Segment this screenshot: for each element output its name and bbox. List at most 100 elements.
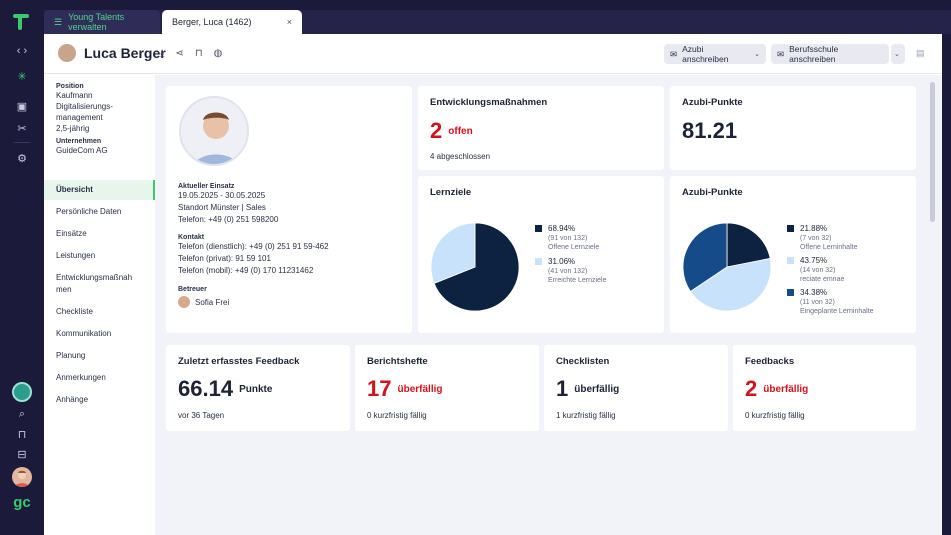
write-school-button[interactable]: ✉ Berufsschule anschreiben	[771, 44, 889, 64]
tab-profile[interactable]: Berger, Luca (1462) ×	[162, 10, 302, 34]
legend-pct: 43.75%	[800, 256, 828, 265]
assistant-avatar[interactable]	[12, 382, 32, 402]
azubi-punkte-value: 81.21	[682, 118, 738, 143]
nav-persoenliche-daten[interactable]: Persönliche Daten	[56, 207, 122, 216]
card-feedbacks[interactable]: Feedbacks 2 überfällig 0 kurzfristig fäl…	[733, 345, 916, 431]
write-azubi-button[interactable]: ✉ Azubi anschreiben ⌄	[664, 44, 766, 64]
massnahmen-status: offen	[448, 125, 473, 137]
close-icon[interactable]: ×	[286, 17, 292, 27]
berichtshefte-status: überfällig	[397, 383, 443, 395]
card-azubi-punkte-chart[interactable]: Azubi-Punkte 21.88% (7 von 32) Offene Le…	[670, 176, 916, 333]
back-forward-icon[interactable]: ‹ ›	[16, 45, 28, 57]
tab-label: Berger, Luca (1462)	[172, 17, 252, 27]
card-title: Azubi-Punkte	[682, 187, 743, 198]
profile-avatar	[58, 44, 76, 62]
nav-anmerkungen[interactable]: Anmerkungen	[56, 373, 106, 382]
overview-content: Aktueller Einsatz 19.05.2025 - 30.05.202…	[155, 75, 942, 535]
legend-swatch	[787, 257, 794, 265]
nav-leistungen[interactable]: Leistungen	[56, 251, 96, 260]
tab-young-talents[interactable]: ☰ Young Talents verwalten	[44, 10, 160, 34]
search-icon[interactable]: ⌕	[18, 407, 26, 420]
sparkle-icon[interactable]: ✳	[17, 70, 27, 83]
card-entwicklungsmassnahmen[interactable]: Entwicklungsmaßnahmen 2 offen 4 abgeschl…	[418, 86, 664, 170]
legend-count: (7 von 32)	[800, 235, 832, 242]
card-title: Entwicklungsmaßnahmen	[430, 97, 548, 108]
header-actions: ⤓ ⋖ ⊓ ◍	[160, 48, 222, 59]
legend-item: 34.38% (11 von 32) Eingeplante Lerninhal…	[787, 288, 874, 316]
legend-pct: 21.88%	[800, 224, 828, 233]
pie-slice	[689, 257, 772, 312]
card-azubi-punkte[interactable]: Azubi-Punkte 81.21	[670, 86, 916, 170]
feedbacks-status: überfällig	[763, 383, 809, 395]
nav-anhaenge[interactable]: Anhänge	[56, 395, 89, 404]
user-avatar[interactable]	[12, 467, 32, 487]
company-label: Unternehmen	[56, 138, 102, 145]
card-feedback[interactable]: Zuletzt erfasstes Feedback 66.14 Punkte …	[166, 345, 350, 431]
feedbacks-count: 2	[745, 376, 758, 401]
legend-item: 31.06% (41 von 132) Erreichte Lernziele	[535, 257, 606, 285]
berichtshefte-sub: 0 kurzfristig fällig	[367, 411, 427, 420]
checklisten-count: 1	[556, 376, 569, 401]
einsatz-dates: 19.05.2025 - 30.05.2025	[178, 191, 266, 200]
clipboard-icon[interactable]: ▣	[16, 100, 28, 113]
card-lernziele[interactable]: Lernziele 68.94% (91 von 132) Offene Ler…	[418, 176, 664, 333]
bookmark-icon[interactable]: ⊓	[194, 48, 203, 59]
app-logo-icon[interactable]	[13, 12, 31, 32]
betreuer-name: Sofia Frei	[195, 297, 230, 307]
settings-gear-icon[interactable]: ⚙	[17, 152, 27, 165]
nav-entwicklungsmassnahmen[interactable]: Entwicklungsmaßnah	[56, 273, 133, 282]
legend-count: (11 von 32)	[800, 299, 835, 306]
betreuer-row[interactable]: Sofia Frei	[178, 296, 329, 308]
feedback-unit: Punkte	[239, 383, 273, 395]
kontakt-label: Kontakt	[178, 234, 205, 241]
card-checklisten[interactable]: Checklisten 1 überfällig 1 kurzfristig f…	[544, 345, 728, 431]
rail-divider	[14, 142, 30, 143]
tools-icon[interactable]: ✂	[17, 122, 27, 135]
card-title: Azubi-Punkte	[682, 97, 743, 108]
globe-icon[interactable]: ◍	[213, 48, 223, 59]
legend-label: Eingeplante Lerninhalte	[800, 308, 874, 315]
betreuer-avatar	[178, 296, 190, 308]
card-title: Zuletzt erfasstes Feedback	[178, 356, 300, 367]
save-icon[interactable]: ▤	[916, 48, 925, 58]
pie-slice	[682, 222, 728, 293]
card-berichtshefte[interactable]: Berichtshefte 17 überfällig 0 kurzfristi…	[355, 345, 539, 431]
legend-pct: 31.06%	[548, 257, 576, 266]
pie-slice	[430, 222, 476, 284]
tab-bar: ☰ Young Talents verwalten Berger, Luca (…	[44, 10, 951, 34]
more-options-button[interactable]: ⌄	[891, 44, 905, 64]
pie-slice	[726, 222, 771, 268]
company-value: GuideCom AG	[56, 146, 108, 155]
chevron-down-icon: ⌄	[894, 51, 900, 58]
nav-checkliste[interactable]: Checkliste	[56, 307, 93, 316]
legend-swatch	[535, 258, 542, 266]
feedback-score: 66.14	[178, 376, 234, 401]
nav-entwicklungsmassnahmen-cont[interactable]: men	[56, 285, 72, 294]
berichtshefte-count: 17	[367, 376, 392, 401]
einsatz-label: Aktueller Einsatz	[178, 183, 235, 190]
profile-header: Luca Berger ⤓ ⋖ ⊓ ◍ ✉ Azubi anschreiben …	[44, 34, 942, 74]
phone-work: Telefon (dienstlich): +49 (0) 251 91 59-…	[178, 242, 329, 251]
phone-mobile: Telefon (mobil): +49 (0) 170 11231462	[178, 266, 314, 275]
nav-kommunikation[interactable]: Kommunikation	[56, 329, 112, 338]
mail-icon: ✉	[777, 48, 785, 59]
profile-card: Aktueller Einsatz 19.05.2025 - 30.05.202…	[166, 86, 412, 333]
azubi-punkte-pie-chart	[682, 222, 772, 312]
betreuer-label: Betreuer	[178, 286, 207, 293]
nav-einsaetze[interactable]: Einsätze	[56, 229, 87, 238]
card-title: Berichtshefte	[367, 356, 428, 367]
inbox-icon[interactable]: ⊟	[17, 448, 27, 461]
legend-swatch	[787, 289, 794, 297]
nav-planung[interactable]: Planung	[56, 351, 86, 360]
button-label: Azubi anschreiben	[682, 44, 729, 64]
button-label: Berufsschule anschreiben	[789, 44, 839, 64]
nav-uebersicht[interactable]: Übersicht	[44, 180, 155, 200]
mail-icon: ✉	[670, 48, 678, 59]
bookmark-icon[interactable]: ⊓	[17, 428, 27, 441]
tab-label: Young Talents verwalten	[68, 12, 125, 32]
download-icon[interactable]: ⤓	[160, 48, 165, 59]
legend-item: 21.88% (7 von 32) Offene Lerninhalte	[787, 224, 857, 252]
share-icon[interactable]: ⋖	[175, 48, 184, 59]
legend-count: (14 von 32)	[800, 267, 836, 274]
scrollbar[interactable]	[930, 82, 935, 222]
